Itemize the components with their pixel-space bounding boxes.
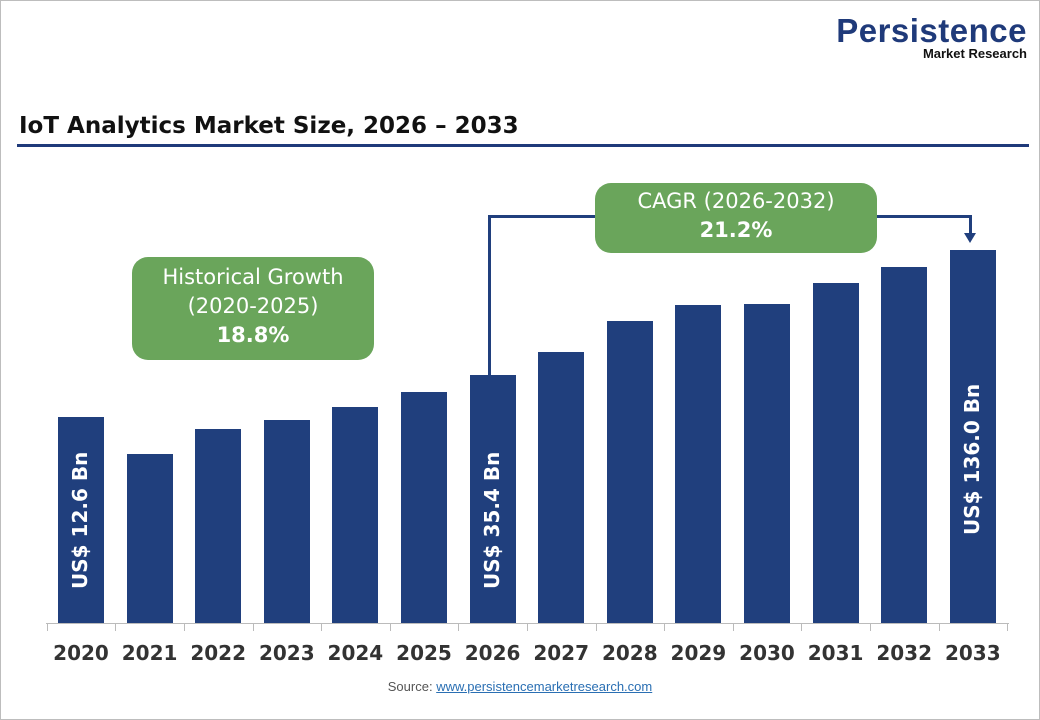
x-tick [595,623,597,631]
x-tick [389,623,391,631]
historical-line2: (2020-2025) [187,294,319,318]
bar-2025 [401,392,447,623]
x-tick [526,623,528,631]
bar-2032 [881,267,928,623]
logo-line1: Persistence [836,12,1027,49]
title-divider [17,144,1029,147]
arrow-down-icon [964,233,976,243]
x-tick-label: 2027 [533,641,590,665]
x-tick [801,623,803,631]
x-tick [938,623,940,631]
x-tick-label: 2029 [670,641,727,665]
x-tick [664,623,666,631]
bar-2033 [949,250,996,623]
bar-2024 [332,407,379,623]
historical-growth-callout: Historical Growth (2020-2025) 18.8% [132,257,374,360]
bar-2023 [263,420,310,623]
x-tick [869,623,871,631]
x-tick-label: 2033 [944,641,1001,665]
x-tick [252,623,254,631]
chart-title: IoT Analytics Market Size, 2026 – 2033 [19,113,519,139]
cagr-callout: CAGR (2026-2032) 21.2% [595,183,877,253]
source-label: Source: [387,679,433,694]
x-tick-label: 2026 [464,641,521,665]
bar-2021 [126,454,173,623]
bar-label-2033: US$ 136.0 Bn [959,383,984,535]
x-tick-label: 2023 [258,641,315,665]
x-tick [115,623,117,631]
x-tick [732,623,734,631]
bar-2031 [812,283,859,623]
x-tick-label: 2021 [121,641,178,665]
logo: Persistence Market Research [836,12,1027,61]
bar-2020 [58,417,104,623]
bar-2022 [195,429,242,623]
source-link[interactable]: www.persistencemarketresearch.com [436,679,653,694]
cagr-line1: CAGR (2026-2032) [637,189,835,213]
x-tick-label: 2020 [53,641,109,665]
x-tick [458,623,460,631]
bar-2028 [606,321,653,623]
x-tick-label: 2028 [601,641,658,665]
bar-label-2026: US$ 35.4 Bn [479,451,504,589]
bar-2029 [675,305,722,623]
historical-value: 18.8% [216,323,290,347]
bar-2027 [538,352,585,623]
bar-label-2020: US$ 12.6 Bn [68,451,92,589]
x-tick [321,623,323,631]
bar-2026 [469,375,516,623]
historical-line1: Historical Growth [162,265,344,289]
x-tick-label: 2030 [739,641,795,665]
cagr-line-right-vertical [969,215,972,235]
x-tick-label: 2025 [396,641,452,665]
x-tick-label: 2032 [876,641,933,665]
cagr-line-left-vertical [488,215,491,375]
cagr-value: 21.2% [699,218,773,242]
x-tick-label: 2024 [327,641,384,665]
bar-2030 [744,304,790,623]
x-tick [1007,623,1009,631]
source: Source: www.persistencemarketresearch.co… [1,679,1039,694]
x-tick [183,623,185,631]
x-tick-label: 2031 [807,641,864,665]
logo-line2: Market Research [922,46,1027,61]
x-tick-label: 2022 [190,641,247,665]
x-tick [46,623,48,631]
